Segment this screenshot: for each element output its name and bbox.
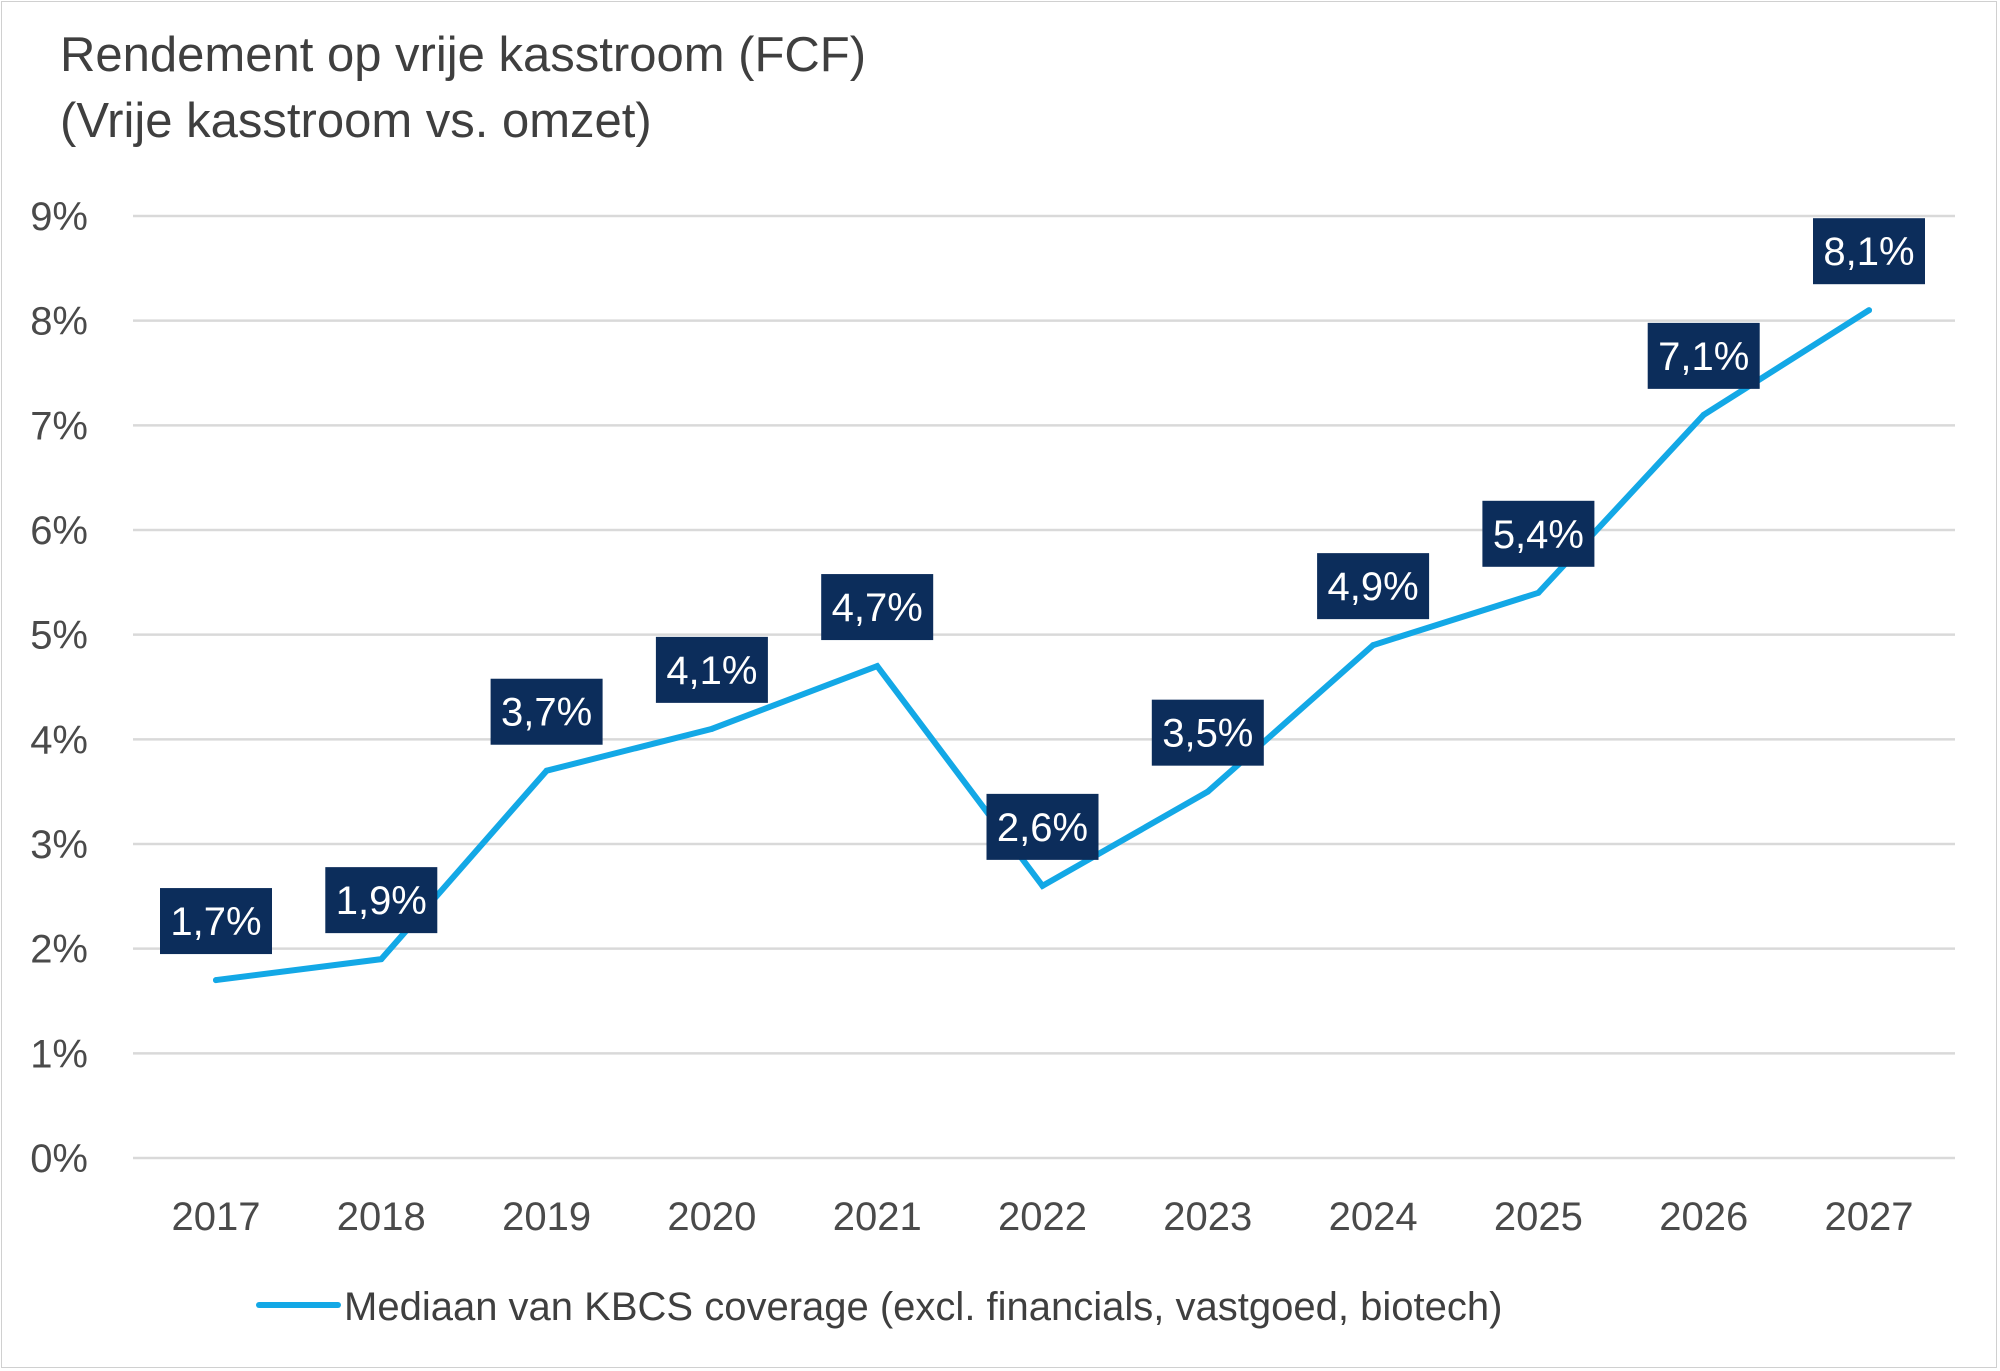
- data-point: [213, 977, 219, 984]
- data-point: [1370, 642, 1377, 649]
- x-tick-label: 2021: [833, 1195, 922, 1239]
- data-label: 3,5%: [1162, 712, 1253, 756]
- data-label-box: [1647, 322, 1760, 389]
- series-group: [213, 307, 1872, 984]
- chart-subtitle: (Vrije kasstroom vs. omzet): [60, 94, 652, 148]
- data-point: [1535, 589, 1542, 596]
- data-label-box: [821, 574, 934, 641]
- y-tick-label: 9%: [30, 195, 88, 239]
- x-tick-label: 2019: [502, 1195, 591, 1239]
- data-label-box: [1813, 218, 1925, 285]
- data-label-box: [490, 678, 603, 745]
- data-point: [1039, 882, 1046, 889]
- data-label: 5,4%: [1493, 513, 1584, 557]
- series-line: [213, 307, 1872, 984]
- data-label: 4,1%: [666, 649, 757, 693]
- y-tick-label: 4%: [30, 718, 88, 762]
- data-point: [543, 767, 550, 774]
- data-label-box: [655, 636, 768, 703]
- y-tick-label: 0%: [30, 1137, 88, 1181]
- y-tick-label: 6%: [30, 509, 88, 553]
- grid-lines: [133, 214, 1955, 1160]
- y-tick-label: 2%: [30, 928, 88, 972]
- x-tick-label: 2023: [1163, 1195, 1252, 1239]
- legend-label: Mediaan van KBCS coverage (excl. financi…: [344, 1285, 1502, 1329]
- x-tick-label: 2027: [1825, 1195, 1914, 1239]
- x-tick-label: 2020: [667, 1195, 756, 1239]
- x-tick-label: 2026: [1659, 1195, 1748, 1239]
- data-labels: 1,7% 1,9% 3,7% 4,1% 4,7% 2,6% 3,5% 4,9% 5,4% 7,1%…: [160, 218, 1925, 955]
- data-point: [378, 956, 385, 963]
- x-tick-label: 2018: [337, 1195, 426, 1239]
- y-tick-label: 8%: [30, 300, 88, 344]
- data-point: [874, 663, 881, 670]
- chart-title-block: Rendement op vrije kasstroom (FCF) (Vrij…: [60, 22, 866, 154]
- data-label-box: [1151, 699, 1264, 766]
- x-tick-label: 2017: [172, 1195, 261, 1239]
- data-label: 4,9%: [1328, 565, 1419, 609]
- data-label: 4,7%: [832, 586, 923, 630]
- y-tick-label: 3%: [30, 823, 88, 867]
- data-label: 1,7%: [170, 900, 261, 944]
- x-tick-label: 2025: [1494, 1195, 1583, 1239]
- data-point: [1204, 788, 1211, 795]
- data-label-box: [1482, 500, 1595, 567]
- data-label-box: [160, 888, 272, 955]
- data-label: 1,9%: [336, 879, 427, 923]
- data-label: 7,1%: [1658, 335, 1749, 379]
- y-tick-label: 7%: [30, 404, 88, 448]
- data-label-box: [325, 867, 438, 934]
- data-point: [708, 725, 715, 732]
- y-axis-ticks: 0% 1% 2% 3% 4% 5% 6% 7% 8% 9%: [30, 195, 88, 1181]
- data-label: 8,1%: [1823, 230, 1914, 274]
- x-tick-label: 2024: [1329, 1195, 1418, 1239]
- data-label: 3,7%: [501, 691, 592, 735]
- data-label-box: [986, 793, 1099, 860]
- data-point: [1700, 411, 1707, 418]
- y-tick-label: 1%: [30, 1032, 88, 1076]
- data-label: 2,6%: [997, 806, 1088, 850]
- x-axis-ticks: 2017 2018 2019 2020 2021 2022 2023 2024 2025 2026…: [172, 1195, 1914, 1239]
- legend: Mediaan van KBCS coverage (excl. financi…: [256, 1285, 1502, 1329]
- x-tick-label: 2022: [998, 1195, 1087, 1239]
- y-tick-label: 5%: [30, 614, 88, 658]
- data-point: [1866, 307, 1872, 314]
- data-label-box: [1317, 553, 1430, 620]
- chart-title: Rendement op vrije kasstroom (FCF): [60, 28, 867, 82]
